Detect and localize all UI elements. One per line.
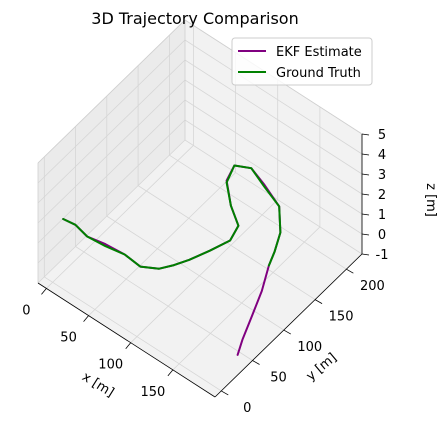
- z-tick-label: 4: [378, 148, 386, 163]
- y-tick: [314, 299, 323, 304]
- x-tick-label: 150: [140, 385, 165, 400]
- chart-title: 3D Trajectory Comparison: [91, 9, 298, 28]
- y-tick-label: 100: [297, 340, 322, 355]
- z-tick: [361, 193, 370, 196]
- z-tick: [361, 213, 370, 216]
- legend-label-ekf: EKF Estimate: [276, 45, 362, 60]
- y-tick: [221, 390, 229, 396]
- z-tick: [361, 133, 370, 136]
- z-tick: [361, 233, 370, 236]
- z-tick: [361, 253, 370, 256]
- z-tick-label: 2: [378, 188, 386, 203]
- z-tick: [361, 153, 370, 156]
- z-tick-label: 0: [378, 228, 386, 243]
- z-tick: [361, 173, 370, 176]
- legend: EKF Estimate Ground Truth: [231, 37, 373, 86]
- y-axis-label: y [m]: [304, 350, 340, 384]
- x-tick-label: 0: [22, 303, 30, 318]
- x-tick: [83, 315, 89, 322]
- z-tick-label: -1: [376, 248, 389, 263]
- pane-edge: [37, 19, 186, 164]
- y-axis-line: [214, 253, 363, 398]
- x-tick: [125, 342, 132, 349]
- x-tick-label: 50: [60, 331, 77, 346]
- y-tick: [283, 329, 292, 335]
- x-tick-label: 100: [98, 358, 123, 373]
- y-tick: [346, 268, 354, 274]
- x-axis-line: [37, 282, 216, 398]
- y-tick-label: 150: [329, 310, 354, 325]
- legend-label-truth: Ground Truth: [276, 66, 361, 81]
- x-tick: [167, 369, 174, 377]
- legend-box: [231, 37, 373, 86]
- z-tick-label: 3: [378, 168, 386, 183]
- series-line-truth: [62, 164, 282, 270]
- z-tick-label: 1: [378, 208, 386, 223]
- z-axis-label: z [m]: [423, 183, 438, 217]
- y-tick-label: 0: [243, 401, 251, 416]
- z-tick-label: 5: [378, 128, 386, 143]
- x-tick: [41, 288, 47, 295]
- y-tick-label: 200: [360, 279, 385, 294]
- y-tick-label: 50: [270, 370, 287, 385]
- x-axis-label: x [m]: [79, 369, 116, 400]
- y-tick: [252, 360, 260, 365]
